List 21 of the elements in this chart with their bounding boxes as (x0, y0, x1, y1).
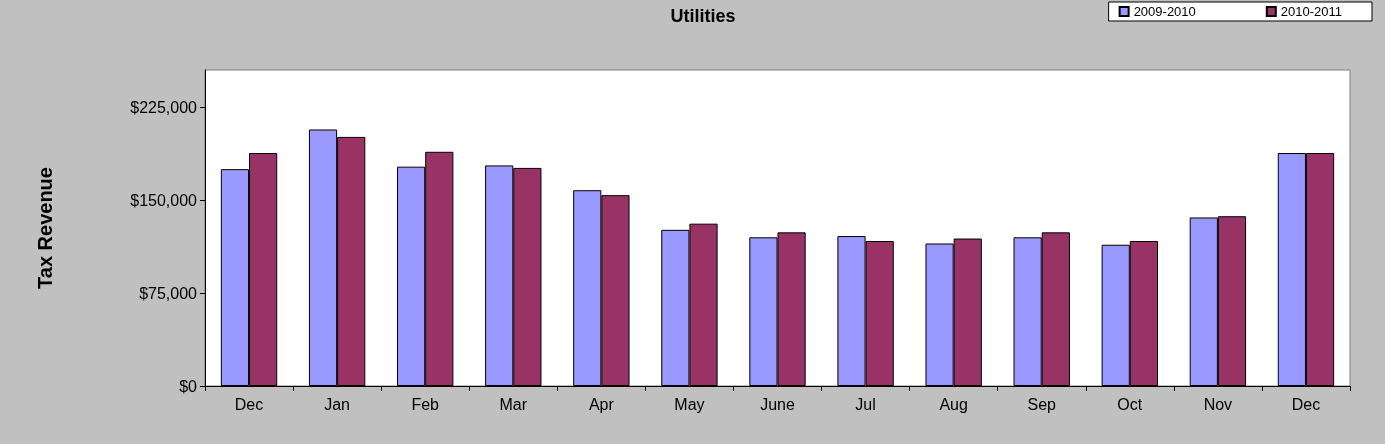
x-tick-label: Nov (1203, 395, 1233, 413)
legend-label: 2010-2011 (1280, 4, 1343, 19)
x-tick-label: Dec (234, 395, 264, 413)
x-tick-label: Oct (1117, 395, 1143, 413)
x-tick-label: Feb (411, 395, 440, 413)
x-tick-label: Dec (1291, 395, 1321, 413)
x-tick-label: May (674, 395, 705, 413)
x-tick-label: June (760, 395, 795, 413)
y-tick-label: $225,000 (130, 98, 198, 116)
y-tick-label: $0 (179, 377, 198, 395)
legend-label: 2009-2010 (1133, 4, 1196, 19)
x-tick-label: Apr (588, 395, 615, 413)
x-tick-label: Mar (499, 395, 528, 413)
y-axis-title: Tax Revenue (34, 167, 56, 289)
y-tick-label: $150,000 (130, 191, 198, 209)
x-tick-label: Jul (855, 395, 876, 413)
x-tick-label: Jan (324, 395, 351, 413)
y-tick-label: $75,000 (139, 284, 198, 302)
chart-title: Utilities (670, 6, 736, 26)
x-tick-label: Aug (939, 395, 968, 413)
x-tick-label: Sep (1027, 395, 1057, 413)
